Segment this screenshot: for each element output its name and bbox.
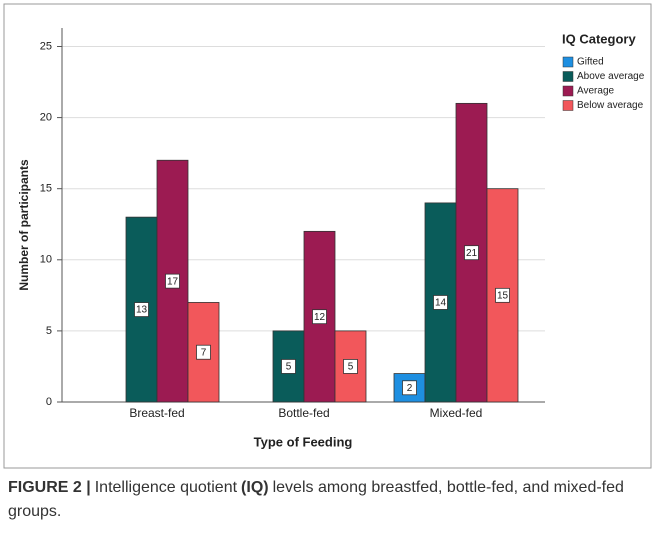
x-tick-label: Mixed-fed xyxy=(430,406,483,420)
caption-label: FIGURE 2 | xyxy=(8,479,91,496)
data-label: 15 xyxy=(497,290,509,301)
data-label-box xyxy=(402,380,417,396)
y-tick-label: 20 xyxy=(40,111,52,123)
data-label: 14 xyxy=(435,298,447,309)
legend-title: IQ Category xyxy=(562,31,636,46)
x-tick-label: Breast-fed xyxy=(129,406,184,420)
data-label-box xyxy=(343,359,358,374)
data-label-box xyxy=(281,359,296,374)
legend-label: Average xyxy=(577,86,615,97)
y-tick-label: 5 xyxy=(46,325,52,337)
legend-label: Below average xyxy=(577,100,644,111)
legend-swatch xyxy=(562,100,574,111)
data-label: 21 xyxy=(466,248,478,259)
legend-swatch xyxy=(562,56,574,68)
legend-swatch xyxy=(562,85,574,97)
caption-text: levels among breastfed, bottle-fed, and … xyxy=(8,479,624,520)
data-label-box xyxy=(495,287,510,303)
caption: FIGURE 2 | Intelligence quotient (IQ) level… xyxy=(8,476,648,524)
data-label-box xyxy=(196,344,211,360)
y-tick-label: 10 xyxy=(40,254,52,266)
data-label-box xyxy=(464,245,479,261)
y-tick-label: 0 xyxy=(46,396,52,408)
data-label: 13 xyxy=(136,305,148,316)
data-label-box xyxy=(165,273,180,289)
x-axis-label: Type of Feeding xyxy=(254,434,353,449)
data-label-box xyxy=(312,309,327,325)
data-label: 17 xyxy=(167,276,179,287)
y-tick-label: 15 xyxy=(40,183,52,195)
data-label: 12 xyxy=(314,312,326,323)
data-label-box xyxy=(433,295,448,310)
data-label-box xyxy=(134,302,149,317)
caption-text: Intelligence quotient xyxy=(94,479,238,496)
y-tick-label: 25 xyxy=(40,40,52,52)
chart: Number of participants Type of Feeding I… xyxy=(3,3,652,469)
legend-label: Gifted xyxy=(577,57,604,68)
frame xyxy=(3,3,652,469)
data-label: 5 xyxy=(348,362,354,373)
data-label: 7 xyxy=(201,347,207,358)
data-label: 2 xyxy=(407,383,413,394)
caption-bold: (IQ) xyxy=(241,479,269,496)
legend-label: Above average xyxy=(577,71,645,82)
y-axis-label: Number of participants xyxy=(17,159,31,291)
legend-swatch xyxy=(562,71,574,82)
data-label: 5 xyxy=(286,362,292,373)
x-tick-label: Bottle-fed xyxy=(278,406,329,420)
